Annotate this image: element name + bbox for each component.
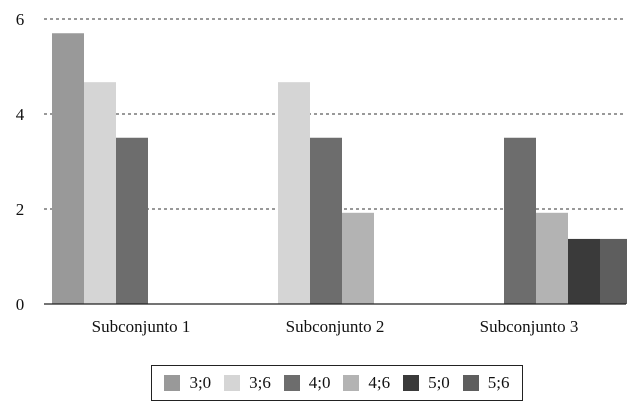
- bar-subconjunto-2-4-0: [310, 137, 342, 304]
- legend-swatch: [164, 375, 181, 391]
- bar-subconjunto-1-3-6: [84, 82, 116, 304]
- bars: [52, 33, 627, 304]
- legend-label: 3;0: [189, 373, 212, 392]
- y-tick-label: 4: [16, 105, 25, 124]
- legend-item: 5;6: [462, 373, 510, 393]
- legend-swatch: [403, 375, 420, 391]
- bar-subconjunto-1-3-0: [52, 33, 84, 304]
- legend-swatch: [224, 375, 241, 391]
- bar-subconjunto-3-4-0: [504, 137, 536, 304]
- legend-item: 3;6: [224, 373, 271, 393]
- legend-label: 5;6: [487, 373, 510, 392]
- legend-item: 3;0: [164, 373, 211, 393]
- x-tick-label: Subconjunto 2: [286, 317, 385, 336]
- legend-item: 5;0: [403, 373, 450, 393]
- y-tick-label: 0: [16, 295, 25, 314]
- legend-swatch: [343, 375, 360, 391]
- legend-label: 4;6: [368, 373, 391, 392]
- legend: 3;0 3;6 4;0 4;6 5;0 5;6: [151, 365, 523, 401]
- bar-subconjunto-2-3-6: [278, 82, 310, 304]
- bar-subconjunto-3-5-0: [568, 238, 600, 304]
- x-tick-label: Subconjunto 1: [92, 317, 191, 336]
- legend-label: 5;0: [428, 373, 450, 392]
- legend-swatch: [283, 375, 300, 391]
- bar-subconjunto-1-4-0: [116, 137, 148, 304]
- bar-subconjunto-3-4-6: [536, 212, 568, 304]
- x-tick-labels: Subconjunto 1 Subconjunto 2 Subconjunto 3: [92, 317, 579, 336]
- bar-subconjunto-2-4-6: [342, 212, 374, 304]
- legend-item: 4;6: [343, 373, 390, 393]
- legend-label: 3;6: [249, 373, 271, 392]
- bar-subconjunto-3-5-6: [600, 238, 627, 304]
- y-tick-label: 2: [16, 200, 25, 219]
- legend-swatch: [462, 375, 479, 391]
- x-tick-label: Subconjunto 3: [480, 317, 579, 336]
- legend-label: 4;0: [308, 373, 331, 392]
- legend-item: 4;0: [283, 373, 331, 393]
- y-tick-labels: 0 2 4 6: [16, 10, 25, 314]
- y-tick-label: 6: [16, 10, 25, 29]
